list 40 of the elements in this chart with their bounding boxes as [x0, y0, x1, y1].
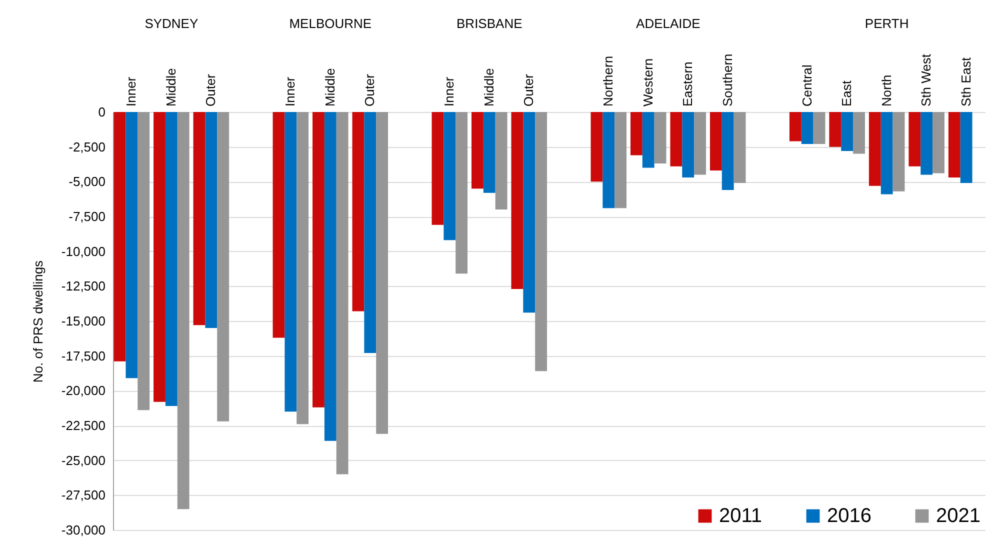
y-tick-label: -12,500 — [61, 278, 106, 294]
y-tick-label: -15,000 — [61, 314, 106, 328]
y-tick-label: -25,000 — [61, 452, 106, 468]
x-tick-label: Outer — [362, 73, 378, 106]
x-tick-label: North — [878, 74, 894, 106]
x-tick-label: Inner — [282, 76, 298, 106]
x-tick-label: Central — [799, 64, 814, 106]
legend-label: 2016 — [827, 505, 872, 527]
x-tick-label: Inner — [124, 76, 139, 106]
x-tick-label: Outer — [521, 73, 536, 106]
y-tick-label: -30,000 — [61, 522, 106, 538]
x-tick-label: East — [839, 80, 854, 106]
y-tick-label: -7,500 — [68, 209, 106, 224]
text: MELBOURNE — [289, 16, 372, 31]
y-tick-label: -17,500 — [61, 348, 106, 364]
x-tick-label: Middle — [163, 68, 178, 106]
x-tick-label: Middle — [481, 68, 496, 106]
x-tick-label: Western — [640, 58, 656, 106]
legend-label: 2021 — [936, 505, 980, 527]
x-tick-label: Southern — [720, 54, 735, 106]
y-tick-label: -22,500 — [61, 418, 106, 433]
y-tick-label: -5,000 — [68, 174, 106, 190]
text: ADELAIDE — [636, 16, 701, 31]
x-tick-label: Sth West — [918, 54, 934, 106]
y-tick-label: -2,500 — [68, 139, 106, 154]
y-axis-title: No. of PRS dwellings — [30, 260, 46, 383]
x-tick-label: Northern — [600, 56, 616, 106]
text: PERTH — [864, 16, 909, 31]
y-tick-label: -20,000 — [61, 383, 106, 398]
x-tick-label: Eastern — [680, 62, 696, 106]
y-tick-label: -10,000 — [61, 244, 106, 259]
y-tick-label: 0 — [98, 104, 106, 120]
x-tick-label: Sth East — [958, 56, 974, 106]
x-tick-label: Outer — [203, 73, 218, 106]
text: SYDNEY — [144, 16, 198, 31]
x-tick-label: Inner — [442, 76, 457, 106]
y-tick-label: -27,500 — [61, 488, 106, 503]
legend-label: 2011 — [719, 505, 762, 527]
text: BRISBANE — [456, 16, 523, 31]
x-tick-label: Middle — [322, 68, 338, 106]
